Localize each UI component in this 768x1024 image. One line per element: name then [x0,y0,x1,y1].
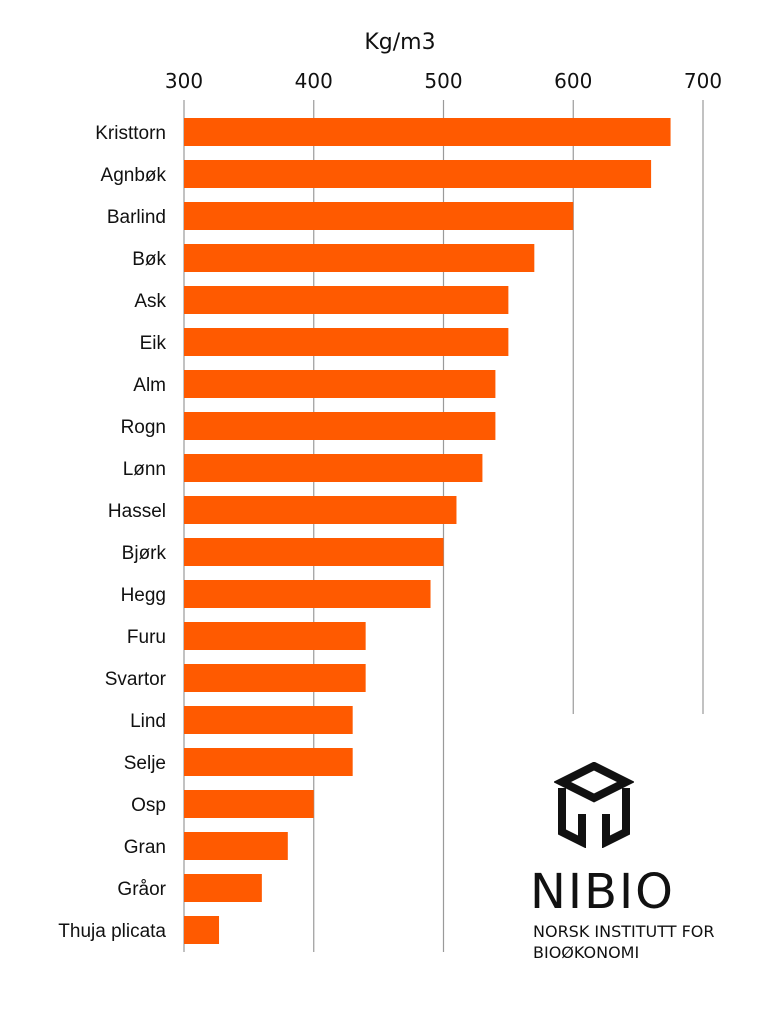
category-label: Hegg [121,585,166,606]
category-label: Osp [131,795,166,816]
nibio-logo: NIBIO NORSK INSTITUTT FOR BIOØKONOMI [530,762,760,982]
bar [184,622,366,650]
x-axis-title: Kg/m3 [364,30,436,55]
category-label: Kristtorn [95,123,166,144]
category-label: Hassel [108,501,166,522]
category-label: Lønn [123,459,166,480]
bar [184,118,671,146]
bar [184,496,457,524]
category-label: Gran [124,837,166,858]
bar [184,916,220,944]
x-tick-label: 700 [684,69,722,93]
bar [184,412,496,440]
x-tick-label: 600 [554,69,592,93]
bar [184,160,652,188]
category-label: Lind [130,711,166,732]
category-label: Bjørk [122,543,167,564]
nibio-subtitle-line1: NORSK INSTITUTT FOR [533,922,715,941]
category-label: Alm [133,375,166,396]
bar [184,328,509,356]
bar [184,664,366,692]
category-label: Barlind [107,207,166,228]
bar [184,370,496,398]
category-label: Eik [140,333,167,354]
bar [184,454,483,482]
category-label: Agnbøk [101,165,167,186]
category-label: Furu [127,627,166,648]
bar [184,244,535,272]
category-label: Bøk [132,249,166,270]
bar [184,202,574,230]
category-label: Ask [134,291,166,312]
x-tick-label: 400 [295,69,333,93]
category-label: Selje [124,753,166,774]
x-tick-label: 300 [165,69,203,93]
bar [184,580,431,608]
nibio-logo-icon [554,762,634,848]
nibio-subtitle-line2: BIOØKONOMI [533,943,640,962]
nibio-wordmark: NIBIO [530,864,675,920]
bar [184,286,509,314]
bar [184,874,262,902]
category-label: Gråor [117,879,166,900]
category-label: Rogn [121,417,166,438]
category-label: Thuja plicata [58,921,166,942]
x-tick-label: 500 [424,69,462,93]
bar [184,832,288,860]
bar [184,706,353,734]
category-label: Svartor [105,669,167,690]
bar [184,790,314,818]
bar [184,748,353,776]
bar [184,538,444,566]
